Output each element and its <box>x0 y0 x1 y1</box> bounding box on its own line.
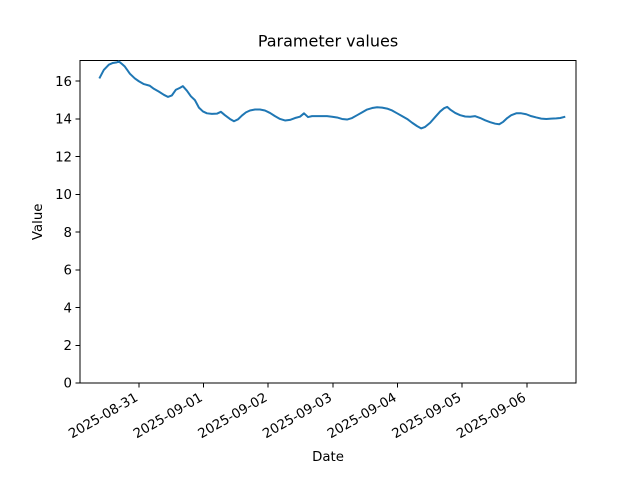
y-tick-label: 14 <box>55 113 72 128</box>
y-tick-label: 8 <box>64 226 72 241</box>
y-tick-label: 16 <box>55 75 72 90</box>
x-axis-label: Date <box>312 450 344 465</box>
chart-title: Parameter values <box>258 32 398 51</box>
x-tick-label: 2025-09-04 <box>325 390 399 442</box>
y-axis-label: Value <box>31 204 46 241</box>
x-tick-label: 2025-09-02 <box>196 390 270 442</box>
x-tick-label: 2025-09-05 <box>390 390 464 442</box>
x-tick-label: 2025-09-03 <box>260 390 334 442</box>
x-tick-label: 2025-08-31 <box>66 390 140 442</box>
series-line <box>98 60 566 130</box>
y-tick-label: 10 <box>55 188 72 203</box>
y-tick-label: 12 <box>55 150 72 165</box>
plot-box <box>79 60 577 384</box>
plot-area: 02468101214162025-08-312025-09-012025-09… <box>55 60 577 442</box>
y-tick-label: 2 <box>64 339 72 354</box>
y-tick-label: 4 <box>64 301 72 316</box>
x-tick-label: 2025-09-01 <box>131 390 205 442</box>
y-tick-label: 0 <box>64 377 72 392</box>
y-tick-label: 6 <box>64 264 72 279</box>
x-tick-label: 2025-09-06 <box>454 390 528 442</box>
